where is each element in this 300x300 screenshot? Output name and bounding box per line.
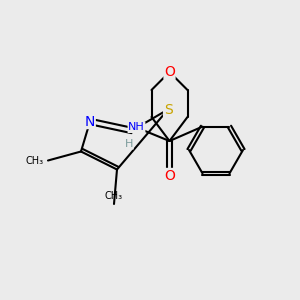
Text: O: O <box>164 169 175 182</box>
Text: NH: NH <box>128 122 145 133</box>
Text: S: S <box>164 103 172 116</box>
Text: H: H <box>125 139 133 149</box>
Text: CH₃: CH₃ <box>26 155 44 166</box>
Text: O: O <box>164 65 175 79</box>
Text: N: N <box>85 115 95 128</box>
Text: CH₃: CH₃ <box>105 191 123 201</box>
